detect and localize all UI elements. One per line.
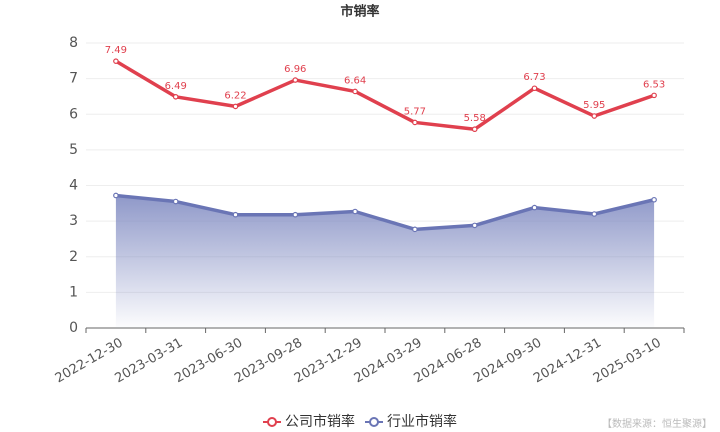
value-label: 5.58 xyxy=(464,113,486,124)
point xyxy=(591,113,598,119)
point xyxy=(113,58,119,64)
point xyxy=(412,226,418,233)
legend-label: 行业市销率 xyxy=(387,413,457,430)
y-tick-label: 3 xyxy=(69,213,78,229)
y-tick-label: 7 xyxy=(69,71,78,87)
point xyxy=(471,126,478,133)
value-label: 6.64 xyxy=(344,75,366,86)
legend-marker xyxy=(267,417,277,427)
point xyxy=(412,119,418,126)
y-tick-label: 1 xyxy=(69,284,78,300)
point xyxy=(531,204,538,211)
value-label: 6.49 xyxy=(165,81,187,92)
legend-item[interactable]: 公司市销率 xyxy=(263,413,355,430)
value-label: 6.22 xyxy=(224,90,246,101)
value-label: 6.73 xyxy=(523,72,545,83)
point xyxy=(292,77,299,83)
point xyxy=(352,208,358,215)
point xyxy=(172,198,179,205)
y-tick-label: 0 xyxy=(69,320,78,336)
y-tick-label: 4 xyxy=(69,178,78,194)
point xyxy=(471,222,478,229)
value-label: 7.49 xyxy=(105,45,127,56)
y-tick-label: 8 xyxy=(69,35,78,51)
point xyxy=(113,192,119,199)
source-note: 【数据来源：恒生聚源】 xyxy=(602,417,712,430)
point xyxy=(651,196,657,203)
x-tick-label: 2025-03-10 xyxy=(591,336,664,387)
value-label: 6.53 xyxy=(643,79,665,90)
point xyxy=(232,211,239,218)
series-line xyxy=(115,193,655,232)
point xyxy=(651,92,657,99)
point xyxy=(232,103,239,110)
legend-label: 公司市销率 xyxy=(285,413,355,430)
value-label: 6.96 xyxy=(284,64,306,75)
legend-marker xyxy=(369,417,379,427)
point xyxy=(531,85,538,92)
y-tick-label: 5 xyxy=(69,142,78,158)
legend-item[interactable]: 行业市销率 xyxy=(365,413,457,430)
y-tick-label: 6 xyxy=(69,106,78,122)
chart-title: 市销率 xyxy=(340,4,379,20)
point xyxy=(292,211,299,218)
value-label: 5.77 xyxy=(404,106,426,117)
point xyxy=(172,93,179,100)
series-line xyxy=(115,59,655,131)
point xyxy=(591,211,598,217)
point xyxy=(352,88,358,95)
area xyxy=(115,195,655,328)
value-label: 5.95 xyxy=(583,100,605,111)
y-tick-label: 2 xyxy=(69,249,78,265)
